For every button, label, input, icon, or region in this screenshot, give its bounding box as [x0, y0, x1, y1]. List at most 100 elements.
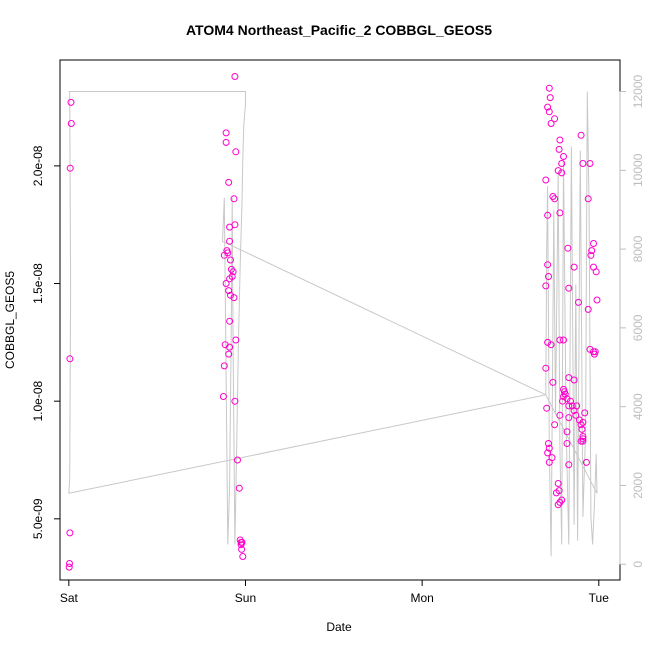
data-point	[545, 273, 552, 280]
y2-tick-label: 2000	[631, 472, 645, 499]
y2-tick-label: 6000	[631, 314, 645, 341]
data-point	[565, 461, 573, 469]
data-point	[229, 268, 237, 276]
data-point	[586, 160, 594, 167]
data-point	[582, 458, 590, 466]
altitude-line-layer	[68, 91, 598, 557]
data-point	[577, 437, 585, 445]
data-point	[238, 545, 246, 553]
data-point	[590, 350, 598, 358]
data-point	[572, 411, 580, 419]
data-point	[563, 428, 571, 436]
data-point	[222, 280, 230, 287]
data-point	[545, 440, 552, 447]
data-point	[235, 484, 243, 492]
y2-tick-label: 0	[631, 561, 645, 568]
data-point	[226, 237, 234, 245]
data-point	[65, 563, 73, 571]
data-point	[581, 409, 589, 417]
data-point	[231, 73, 239, 80]
data-point	[225, 287, 233, 295]
data-point	[578, 425, 586, 433]
data-point	[563, 440, 571, 447]
data-point	[555, 145, 563, 153]
x-axis-label: Date	[326, 620, 352, 634]
data-point	[230, 294, 238, 302]
data-point	[230, 195, 238, 203]
y2-tick-label: 8000	[631, 235, 645, 262]
data-point	[222, 138, 230, 146]
data-point	[226, 343, 234, 351]
data-point	[545, 444, 553, 452]
y-axis-right: 0 2000 4000 6000 8000 10000 12000	[619, 75, 645, 568]
data-point	[570, 376, 578, 384]
data-point	[547, 341, 555, 349]
data-point	[67, 120, 75, 127]
data-point	[545, 84, 553, 92]
data-point	[67, 98, 75, 106]
data-point	[584, 195, 592, 203]
data-point	[551, 421, 559, 429]
data-point	[575, 298, 582, 306]
data-point	[542, 282, 550, 290]
data-point	[556, 411, 564, 419]
data-point	[542, 176, 550, 184]
data-point	[226, 317, 234, 325]
data-point	[234, 456, 241, 464]
points-layer	[65, 73, 601, 571]
data-point	[238, 538, 246, 546]
data-point	[563, 395, 571, 403]
data-point	[573, 402, 581, 410]
data-point	[544, 103, 552, 111]
data-point	[579, 160, 587, 167]
data-point	[222, 129, 230, 137]
y-axis-left: 5.0e-09 1.0e-08 1.5e-08 2.0e-08	[31, 145, 61, 539]
data-point	[560, 153, 567, 160]
data-point	[220, 251, 228, 259]
data-point	[224, 249, 232, 257]
data-point	[560, 393, 567, 400]
data-point	[568, 402, 576, 410]
x-tick-label: Sat	[60, 591, 79, 605]
x-tick-label: Mon	[410, 591, 433, 605]
data-point	[558, 169, 566, 177]
altitude-line	[68, 91, 598, 557]
y-tick-label: 1.5e-08	[31, 263, 45, 304]
data-point	[556, 498, 564, 506]
data-point	[565, 414, 573, 422]
data-point	[225, 178, 233, 186]
data-point	[552, 489, 560, 497]
data-point	[579, 433, 587, 440]
data-point	[549, 378, 557, 386]
data-point	[554, 480, 562, 487]
data-point	[560, 336, 567, 344]
data-point	[592, 268, 600, 276]
data-point	[219, 393, 227, 400]
data-point	[544, 338, 552, 346]
data-point	[577, 131, 585, 139]
data-point	[232, 148, 240, 156]
data-point	[232, 336, 240, 344]
data-point	[593, 296, 601, 304]
data-point	[66, 355, 74, 363]
data-point	[543, 404, 551, 412]
data-point	[587, 251, 595, 259]
y-tick-label: 1.0e-08	[31, 381, 45, 422]
data-point	[558, 160, 566, 167]
y-tick-label: 2.0e-08	[31, 145, 45, 186]
data-point	[590, 240, 597, 247]
data-point	[544, 449, 552, 457]
chart-title: ATOM4 Northeast_Pacific_2 COBBGL_GEOS5	[186, 22, 492, 38]
y2-tick-label: 12000	[631, 75, 645, 109]
data-point	[577, 421, 585, 429]
data-point	[66, 560, 73, 567]
data-point	[542, 364, 550, 372]
data-point	[220, 362, 228, 370]
x-tick-label: Sun	[235, 591, 256, 605]
data-point	[556, 209, 564, 217]
y-axis-label: COBBGL_GEOS5	[3, 271, 17, 369]
data-point	[570, 263, 578, 271]
data-point	[579, 418, 587, 426]
data-point	[565, 402, 573, 410]
